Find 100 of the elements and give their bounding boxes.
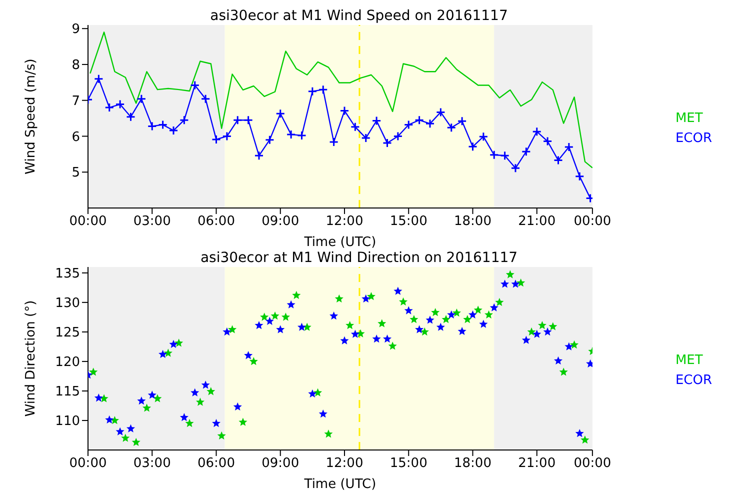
x-tick-label: 18:00 [454, 456, 492, 472]
point [575, 428, 584, 438]
x-tick-label: 15:00 [390, 214, 428, 230]
point [297, 322, 306, 331]
point [244, 351, 253, 360]
point [382, 138, 392, 148]
point [564, 342, 574, 350]
point [521, 146, 531, 156]
point [132, 438, 140, 446]
point [570, 340, 579, 349]
y-tick-label: 120 [55, 355, 80, 370]
x-tick-label: 18:00 [454, 214, 492, 230]
y-tick-label: 9 [72, 22, 80, 38]
point [553, 156, 563, 166]
point [318, 409, 328, 418]
point [222, 131, 232, 141]
point [222, 327, 232, 336]
point [260, 312, 269, 321]
text: MET [675, 110, 704, 128]
point [350, 330, 360, 338]
point [185, 418, 194, 428]
x-tick-label: 00:00 [574, 214, 612, 230]
point [372, 116, 382, 126]
point [452, 308, 461, 317]
y-tick-label: 135 [55, 266, 80, 282]
point [121, 434, 130, 442]
point [330, 311, 338, 320]
text: MET [675, 352, 704, 370]
point [249, 356, 258, 366]
point [350, 122, 360, 132]
point [254, 320, 264, 330]
point [425, 118, 435, 128]
point [489, 150, 499, 160]
point [506, 270, 514, 278]
x-tick-label: 09:00 [262, 456, 300, 472]
point [190, 388, 200, 396]
point [388, 342, 397, 350]
point [580, 435, 590, 444]
point [126, 424, 136, 432]
point [313, 388, 322, 396]
point [308, 389, 317, 398]
point [532, 330, 542, 338]
point [346, 320, 354, 330]
point [200, 94, 210, 104]
point [372, 334, 381, 343]
point [500, 150, 510, 160]
point [270, 311, 280, 320]
point [136, 94, 146, 104]
point [196, 398, 204, 406]
point [446, 122, 456, 132]
point [398, 297, 408, 306]
point [168, 126, 178, 136]
y-axis-title: Wind Direction (°) [24, 300, 39, 417]
point [420, 327, 429, 336]
x-tick-label: 06:00 [198, 214, 235, 230]
point [174, 338, 184, 347]
point [148, 390, 156, 399]
point [415, 325, 424, 334]
x-tick-label: 21:00 [518, 456, 556, 472]
point [308, 86, 318, 96]
point [281, 312, 290, 321]
x-axis-title: Time (UTC) [303, 477, 376, 492]
x-axis-title: Time (UTC) [303, 235, 376, 250]
point [442, 315, 450, 324]
point [292, 290, 301, 299]
point [169, 340, 178, 348]
point [457, 116, 467, 126]
x-tick-label: 03:00 [133, 214, 171, 230]
point [382, 334, 392, 343]
point [431, 308, 440, 316]
text: ECOR [675, 130, 712, 148]
x-tick-label: 21:00 [518, 214, 556, 230]
point [100, 394, 108, 402]
point [105, 415, 114, 424]
point [94, 74, 104, 84]
point [158, 350, 168, 358]
y-tick-label: 8 [72, 58, 80, 74]
point [180, 413, 188, 422]
point [468, 310, 478, 318]
x-tick-label: 09:00 [262, 214, 300, 230]
y-tick-label: 115 [55, 384, 80, 400]
point [362, 294, 370, 303]
y-axis-title: Wind Speed (m/s) [24, 58, 39, 174]
point [532, 126, 542, 136]
y-tick-label: 125 [55, 326, 80, 341]
point [414, 115, 424, 125]
point [511, 280, 520, 288]
point [142, 404, 152, 412]
point [574, 172, 584, 182]
point [296, 130, 306, 140]
point [468, 142, 478, 152]
point [516, 278, 526, 287]
point [116, 427, 124, 436]
point [548, 322, 558, 330]
point [265, 316, 274, 325]
x-tick-label: 06:00 [198, 456, 235, 472]
point [474, 306, 482, 314]
point [510, 163, 520, 173]
point [458, 326, 466, 335]
point [495, 298, 504, 306]
